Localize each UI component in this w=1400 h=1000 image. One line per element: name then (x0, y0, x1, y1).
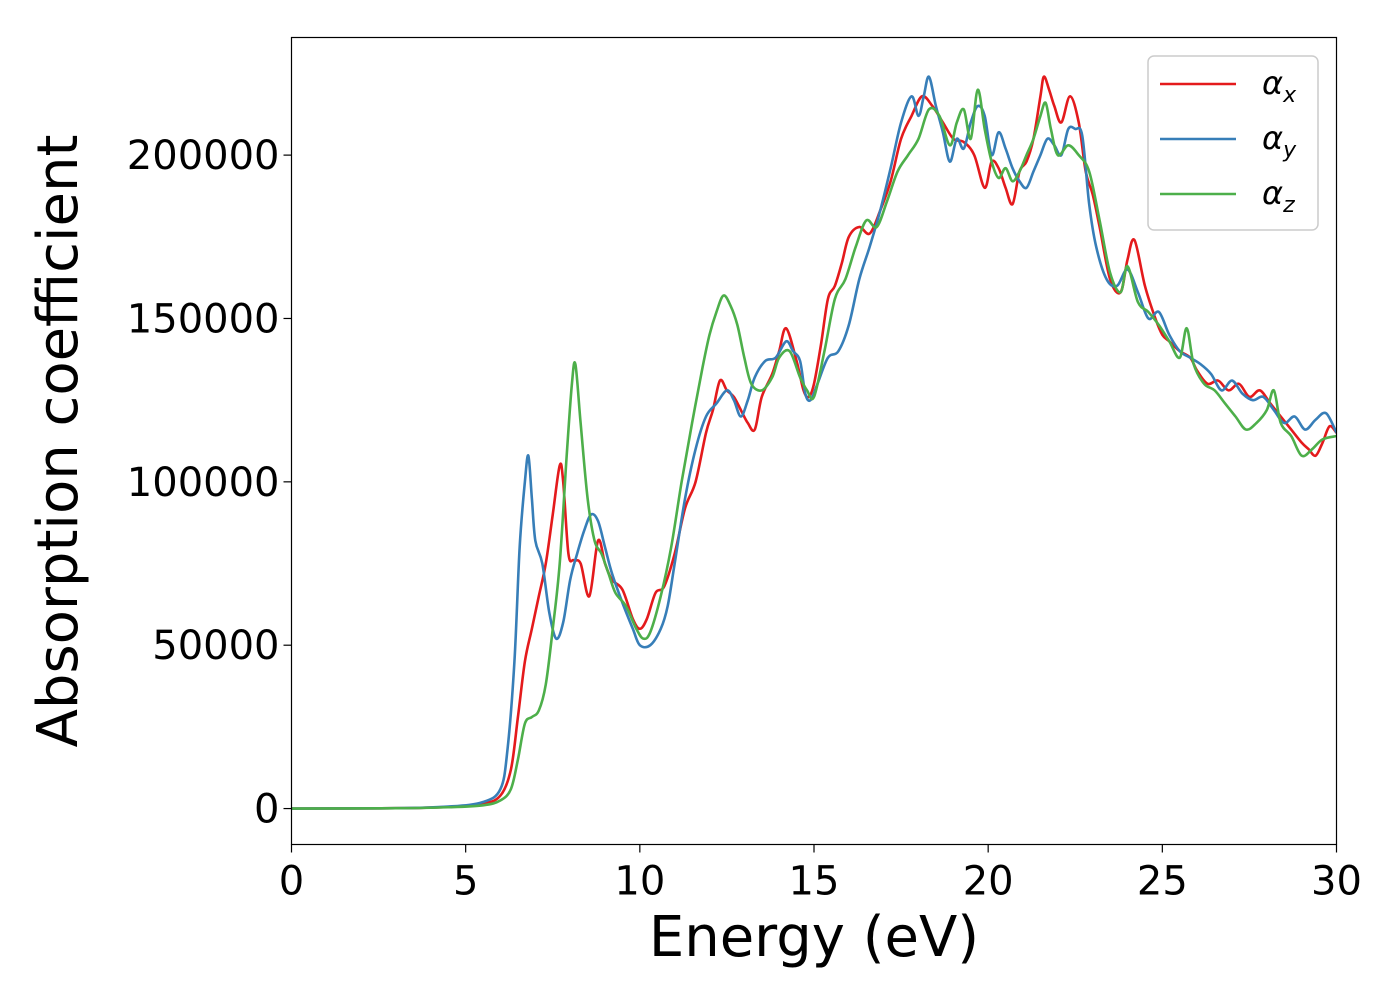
y-axis-title: Absorption coefficient (26, 135, 91, 748)
series-line-z (291, 88, 1337, 810)
legend: αx αy αz (1147, 55, 1319, 231)
x-tick-label: 15 (789, 859, 840, 905)
x-axis-title: Energy (eV) (649, 905, 979, 970)
x-tick-label: 0 (279, 859, 304, 905)
series-line-y (291, 75, 1337, 810)
y-tick-label: 200000 (127, 133, 280, 179)
y-tick-label: 100000 (127, 460, 280, 506)
x-tick-label: 5 (453, 859, 478, 905)
legend-label-x: αx (1262, 64, 1297, 108)
x-tick-label: 20 (963, 859, 1014, 905)
series-layer (291, 75, 1337, 810)
y-axis-ticks: 0 50000 100000 150000 200000 (127, 133, 292, 833)
x-axis-ticks: 0 5 10 15 20 25 30 (279, 844, 1362, 905)
y-tick-label: 0 (254, 787, 279, 833)
y-tick-label: 150000 (127, 296, 280, 342)
x-tick-label: 30 (1311, 859, 1362, 905)
x-tick-label: 10 (614, 859, 665, 905)
legend-label-y: αy (1262, 119, 1297, 163)
legend-items: αx αy αz (1160, 64, 1297, 218)
legend-label-z: αz (1262, 174, 1295, 218)
x-tick-label: 25 (1137, 859, 1188, 905)
legend-box (1147, 55, 1319, 231)
y-tick-label: 50000 (152, 623, 279, 669)
